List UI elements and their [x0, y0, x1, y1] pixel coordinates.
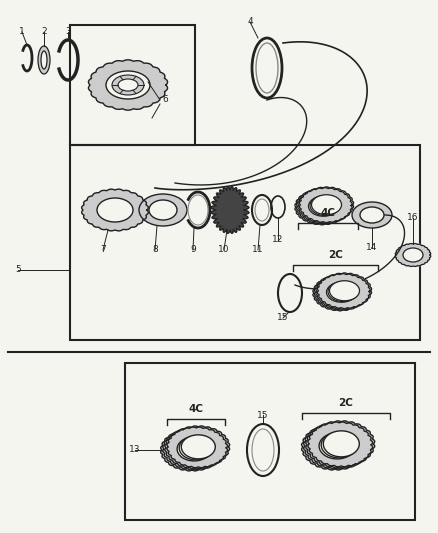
Text: 15: 15	[277, 313, 289, 322]
Ellipse shape	[41, 51, 47, 69]
Text: 3: 3	[65, 28, 71, 36]
Text: 9: 9	[190, 246, 196, 254]
Ellipse shape	[360, 207, 384, 223]
Text: 4: 4	[247, 18, 253, 27]
Polygon shape	[313, 275, 367, 311]
Ellipse shape	[325, 283, 355, 303]
Polygon shape	[165, 427, 227, 469]
Ellipse shape	[118, 79, 138, 91]
Ellipse shape	[323, 431, 359, 457]
Ellipse shape	[310, 196, 340, 215]
Polygon shape	[163, 428, 226, 470]
Ellipse shape	[139, 194, 187, 226]
Text: 11: 11	[252, 246, 264, 254]
Ellipse shape	[311, 195, 342, 215]
Polygon shape	[81, 189, 148, 231]
Polygon shape	[300, 187, 353, 223]
Ellipse shape	[112, 75, 144, 95]
Ellipse shape	[326, 282, 357, 302]
Text: 14: 14	[366, 244, 378, 253]
Text: 4C: 4C	[188, 404, 204, 414]
Text: 16: 16	[407, 214, 419, 222]
Ellipse shape	[319, 433, 355, 459]
Polygon shape	[314, 274, 369, 310]
Bar	[70, 25, 195, 145]
Ellipse shape	[97, 198, 133, 222]
Polygon shape	[308, 421, 375, 467]
Bar	[70, 145, 420, 340]
Ellipse shape	[38, 46, 50, 74]
Ellipse shape	[321, 432, 357, 458]
Polygon shape	[306, 422, 373, 468]
Text: 15: 15	[257, 410, 269, 419]
Bar	[125, 363, 415, 520]
Polygon shape	[302, 424, 368, 470]
Polygon shape	[167, 426, 230, 468]
Ellipse shape	[307, 197, 337, 217]
Polygon shape	[304, 423, 371, 469]
Text: 4C: 4C	[321, 208, 336, 218]
Polygon shape	[318, 273, 371, 309]
Polygon shape	[295, 189, 349, 225]
Text: 2: 2	[41, 28, 47, 36]
Polygon shape	[297, 188, 351, 224]
Ellipse shape	[308, 196, 339, 216]
Text: 2C: 2C	[339, 398, 353, 408]
Ellipse shape	[149, 200, 177, 220]
Polygon shape	[88, 60, 168, 110]
Polygon shape	[298, 188, 352, 223]
Ellipse shape	[328, 281, 358, 302]
Polygon shape	[316, 273, 370, 309]
Text: 1: 1	[19, 28, 25, 36]
Ellipse shape	[329, 281, 360, 301]
Ellipse shape	[181, 435, 215, 459]
Polygon shape	[161, 429, 223, 471]
Ellipse shape	[179, 436, 213, 460]
Ellipse shape	[317, 434, 353, 460]
Ellipse shape	[177, 437, 211, 461]
Text: 2C: 2C	[328, 250, 343, 260]
Text: 5: 5	[15, 265, 21, 274]
Text: 12: 12	[272, 236, 284, 245]
Polygon shape	[211, 187, 249, 233]
Polygon shape	[395, 244, 431, 266]
Ellipse shape	[175, 438, 209, 462]
Text: 13: 13	[129, 446, 141, 455]
Ellipse shape	[403, 248, 423, 262]
Ellipse shape	[106, 71, 150, 99]
Text: 6: 6	[162, 95, 168, 104]
Ellipse shape	[352, 202, 392, 228]
Text: 7: 7	[100, 246, 106, 254]
Text: 10: 10	[218, 246, 230, 254]
Text: 8: 8	[152, 246, 158, 254]
